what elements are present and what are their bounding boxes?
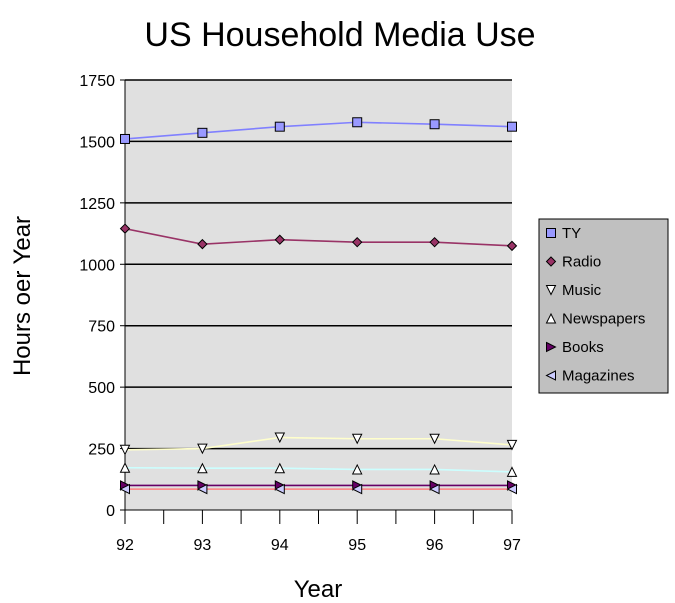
- x-axis-ticks: 92 93 94 95 96 97: [116, 510, 521, 554]
- legend-box: [538, 218, 669, 394]
- x-tick-label: 93: [194, 537, 212, 554]
- legend-marker: [545, 312, 557, 324]
- series-line: [124, 121, 513, 140]
- data-point: [274, 432, 286, 444]
- x-tick-label: 95: [348, 537, 366, 554]
- legend-marker: [546, 341, 557, 353]
- series-magazines: [119, 483, 517, 495]
- data-point: [351, 483, 363, 495]
- legend-marker: [545, 370, 556, 381]
- legend-label: Newspapers: [562, 311, 645, 328]
- legend-label: Music: [562, 282, 602, 299]
- y-tick-label: 500: [88, 380, 115, 397]
- series-line: [124, 466, 513, 473]
- y-tick-label: 1250: [79, 196, 115, 213]
- x-tick-label: 94: [271, 537, 289, 554]
- series-radio: [119, 223, 518, 252]
- series-ty: [120, 117, 517, 144]
- data-point: [119, 223, 131, 234]
- y-tick-label: 1000: [79, 257, 115, 274]
- series-line: [124, 227, 513, 247]
- legend: TY Radio Music Newspapers Books Magazines: [538, 218, 669, 394]
- data-point: [429, 236, 440, 248]
- y-tick-label: 1750: [79, 73, 115, 90]
- legend-marker: [546, 228, 556, 238]
- legend-item: Books: [546, 339, 604, 356]
- legend-marker: [545, 285, 557, 296]
- y-tick-label: 250: [88, 442, 115, 459]
- data-point: [429, 433, 440, 445]
- legend-item: Magazines: [545, 368, 635, 385]
- data-point: [197, 443, 208, 455]
- data-point: [197, 127, 208, 138]
- series-music: [119, 432, 518, 456]
- data-point: [351, 433, 363, 445]
- data-point: [119, 462, 131, 473]
- data-point: [506, 240, 518, 252]
- data-point: [352, 117, 363, 128]
- x-tick-label: 96: [426, 537, 444, 554]
- data-point: [274, 462, 286, 474]
- data-point: [506, 483, 517, 495]
- series-line: [124, 436, 513, 451]
- data-point: [351, 463, 363, 475]
- data-point: [197, 462, 208, 474]
- legend-label: Radio: [562, 254, 601, 271]
- y-tick-label: 1500: [79, 134, 115, 151]
- x-axis-label: Year: [294, 576, 343, 603]
- data-point: [506, 439, 518, 451]
- x-tick-label: 92: [116, 537, 134, 554]
- chart-title: US Household Media Use: [144, 16, 535, 54]
- data-point: [274, 483, 285, 495]
- y-axis-ticks: 0 250 500 750 1000 1250 1500 1750: [79, 73, 125, 520]
- data-point: [120, 133, 130, 144]
- data-point: [274, 234, 286, 245]
- legend-items: TY Radio Music Newspapers Books Magazines: [545, 225, 645, 385]
- series-layer: [119, 117, 518, 495]
- y-axis-label: Hours oer Year: [9, 216, 36, 376]
- y-tick-label: 750: [88, 319, 115, 336]
- legend-item: Music: [545, 282, 602, 299]
- data-point: [196, 483, 208, 495]
- series-newspapers: [119, 462, 518, 477]
- legend-item: Radio: [545, 254, 601, 271]
- legend-label: TY: [562, 225, 581, 242]
- data-point: [274, 121, 285, 132]
- legend-label: Books: [562, 339, 604, 356]
- data-point: [428, 483, 440, 495]
- legend-item: Newspapers: [545, 311, 645, 328]
- legend-marker: [545, 256, 557, 267]
- data-point: [197, 238, 208, 250]
- legend-item: TY: [546, 225, 581, 242]
- gridlines: [125, 79, 512, 450]
- plot-area: [125, 80, 512, 510]
- data-point: [507, 121, 517, 132]
- x-tick-label: 97: [503, 537, 521, 554]
- data-point: [119, 444, 131, 456]
- data-point: [429, 463, 440, 475]
- data-point: [351, 236, 363, 248]
- data-point: [119, 483, 130, 495]
- data-point: [429, 119, 440, 130]
- data-point: [506, 466, 518, 477]
- y-tick-label: 0: [106, 503, 115, 520]
- legend-label: Magazines: [562, 368, 635, 385]
